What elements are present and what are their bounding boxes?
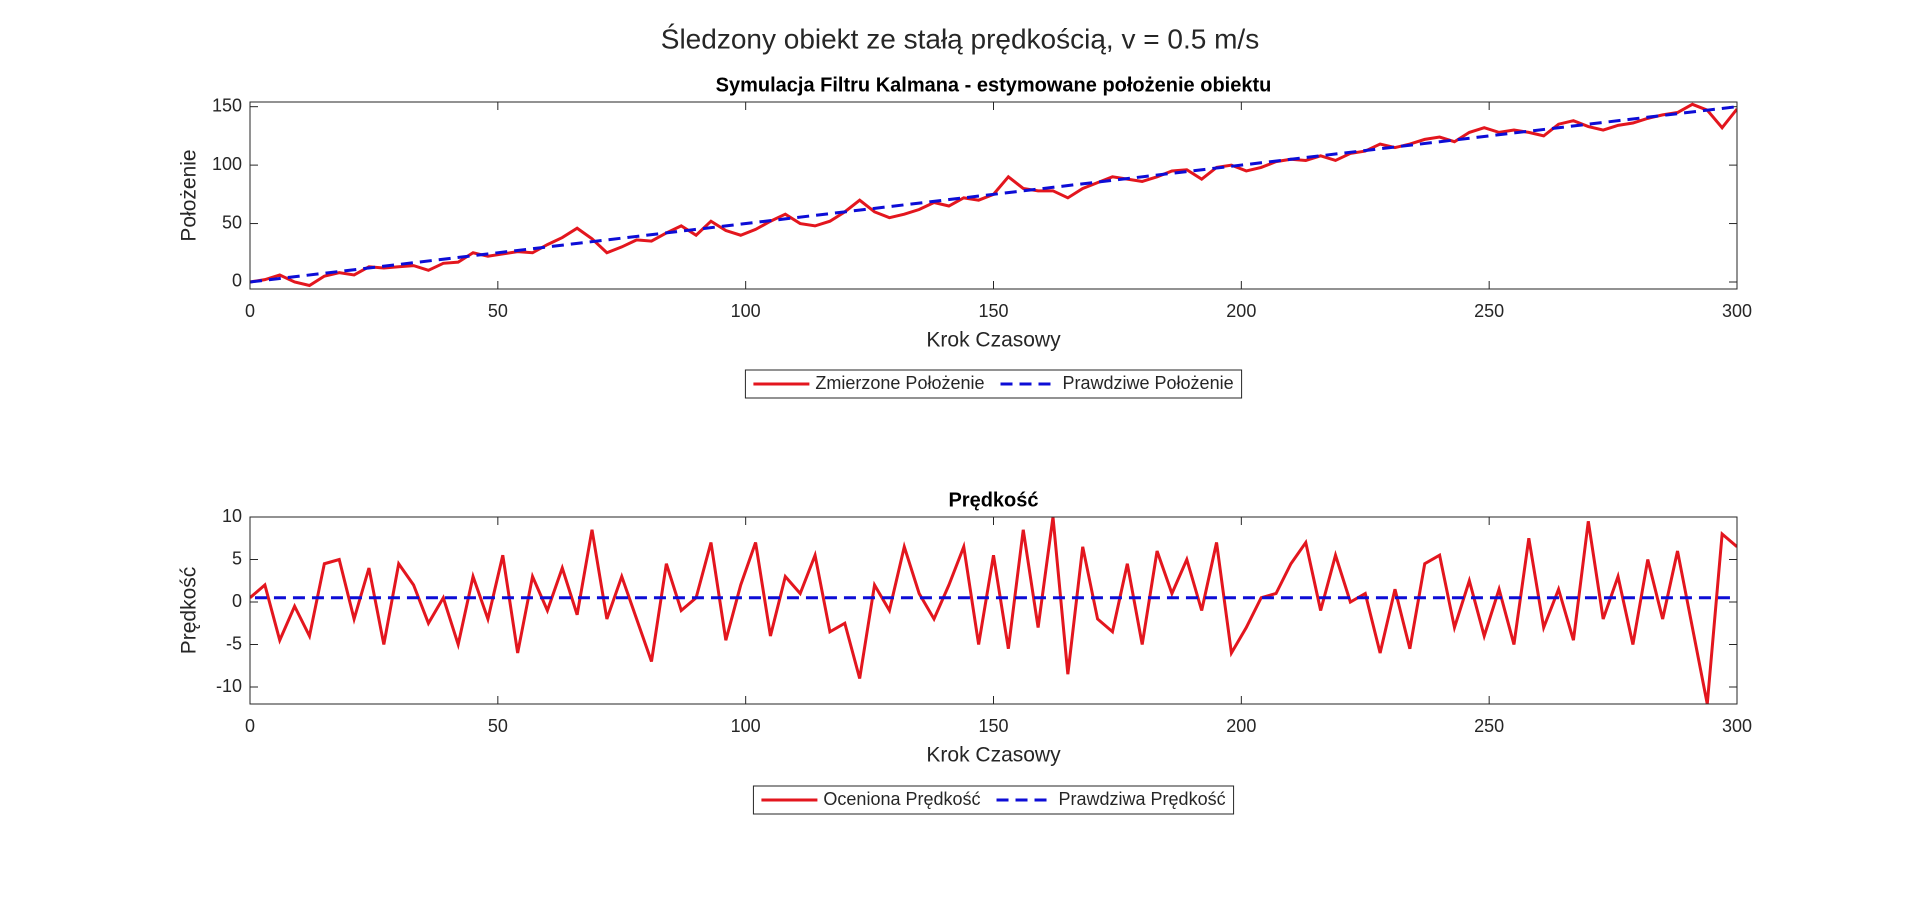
y-tick-label: 10 <box>222 506 242 526</box>
x-tick-label: 150 <box>978 301 1008 321</box>
x-tick-label: 250 <box>1474 301 1504 321</box>
legend-label: Prawdziwe Położenie <box>1063 373 1234 393</box>
y-axis-label: Prędkość <box>178 567 201 655</box>
y-tick-label: 50 <box>222 212 242 232</box>
y-tick-label: 150 <box>212 95 242 115</box>
axes-box <box>249 516 1738 705</box>
x-tick-label: 200 <box>1226 716 1256 736</box>
legend-box <box>744 369 1243 399</box>
x-axis-label: Krok Czasowy <box>926 744 1061 767</box>
x-tick-label: 50 <box>488 716 508 736</box>
x-tick-label: 0 <box>245 301 255 321</box>
x-tick-label: 300 <box>1722 716 1752 736</box>
legend-label: Prawdziwa Prędkość <box>1059 789 1226 809</box>
x-axis-label: Krok Czasowy <box>926 329 1061 352</box>
legend-label: Oceniona Prędkość <box>823 789 980 809</box>
plot-area <box>250 517 1737 704</box>
series-line <box>250 105 1737 284</box>
series-line <box>250 517 1737 704</box>
y-tick-label: -5 <box>226 633 242 653</box>
x-tick-label: 300 <box>1722 301 1752 321</box>
x-tick-label: 100 <box>731 716 761 736</box>
x-tick-label: 250 <box>1474 716 1504 736</box>
y-tick-label: 0 <box>232 591 242 611</box>
y-tick-label: 5 <box>232 548 242 568</box>
legend-box <box>752 785 1235 815</box>
y-tick-label: 100 <box>212 154 242 174</box>
x-tick-label: 0 <box>245 716 255 736</box>
legend-label: Zmierzone Położenie <box>815 373 984 393</box>
x-tick-label: 150 <box>978 716 1008 736</box>
x-tick-label: 200 <box>1226 301 1256 321</box>
y-tick-label: -10 <box>216 676 242 696</box>
chart-title: Prędkość <box>948 489 1038 511</box>
y-axis-label: Położenie <box>178 149 201 241</box>
y-tick-label: 0 <box>232 271 242 291</box>
figure-title: Śledzony obiekt ze stałą prędkością, v =… <box>661 22 1259 54</box>
x-tick-label: 50 <box>488 301 508 321</box>
axes-box <box>249 101 1738 290</box>
x-tick-label: 100 <box>731 301 761 321</box>
chart-title: Symulacja Filtru Kalmana - estymowane po… <box>716 74 1272 96</box>
